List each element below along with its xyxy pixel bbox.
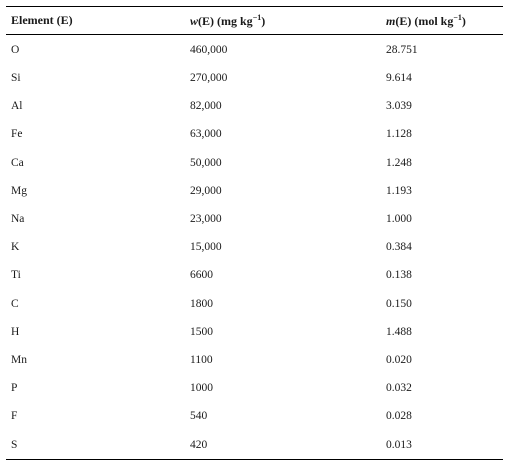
table-row: Ca 50,000 1.248 [6, 149, 503, 177]
header-element: Element (E) [6, 7, 180, 35]
element-abundance-table: Element (E) w(E) (mg kg−1) m(E) (mol kg−… [6, 6, 503, 460]
header-row: Element (E) w(E) (mg kg−1) m(E) (mol kg−… [6, 6, 503, 35]
cell-element: C [11, 297, 19, 310]
table-row: Ti 6600 0.138 [6, 261, 503, 289]
header-m-unit: (E) (mol kg [395, 13, 454, 28]
table-header: Element (E) w(E) (mg kg−1) m(E) (mol kg−… [6, 6, 503, 35]
cell-mass-fraction: 15,000 [190, 241, 222, 254]
cell-element: Mg [11, 184, 27, 197]
cell-mass-fraction: 1800 [190, 297, 213, 310]
cell-mass-fraction: 82,000 [190, 100, 222, 113]
cell-element: Si [11, 72, 21, 85]
table-row: H 1500 1.488 [6, 318, 503, 346]
cell-element: O [11, 43, 20, 56]
header-element-label: Element (E) [11, 13, 73, 27]
cell-molality: 0.028 [386, 410, 412, 423]
cell-element: Fe [11, 128, 23, 141]
header-mass-fraction: w(E) (mg kg−1) [180, 7, 376, 35]
cell-molality: 0.032 [386, 382, 412, 395]
cell-mass-fraction: 540 [190, 410, 208, 423]
table-body: O 460,000 28.751 Si 270,000 9.614 Al 82,000 3.03… [6, 35, 503, 460]
cell-element: S [11, 438, 18, 451]
table-row: Fe 63,000 1.128 [6, 120, 503, 148]
cell-element: Ca [11, 156, 24, 169]
cell-molality: 0.013 [386, 438, 412, 451]
table-row: Al 82,000 3.039 [6, 92, 503, 120]
cell-element: F [11, 410, 18, 423]
table-row: Mg 29,000 1.193 [6, 177, 503, 205]
cell-molality: 9.614 [386, 72, 412, 85]
cell-molality: 1.248 [386, 156, 412, 169]
table-row: F 540 0.028 [6, 402, 503, 430]
cell-element: Al [11, 100, 23, 113]
table-row: Na 23,000 1.000 [6, 205, 503, 233]
table-row: Mn 1100 0.020 [6, 346, 503, 374]
header-w-exponent: −1 [252, 12, 262, 22]
cell-mass-fraction: 6600 [190, 269, 213, 282]
header-molality: m(E) (mol kg−1) [376, 7, 503, 35]
cell-element: Mn [11, 353, 27, 366]
cell-molality: 28.751 [386, 43, 418, 56]
header-m-close: ) [461, 13, 466, 28]
cell-mass-fraction: 1500 [190, 325, 213, 338]
cell-mass-fraction: 460,000 [190, 43, 228, 56]
table-row: O 460,000 28.751 [6, 35, 503, 65]
table-row: K 15,000 0.384 [6, 233, 503, 261]
cell-molality: 3.039 [386, 100, 412, 113]
cell-mass-fraction: 50,000 [190, 156, 222, 169]
header-w-symbol: w [190, 13, 199, 28]
cell-mass-fraction: 270,000 [190, 72, 228, 85]
cell-molality: 1.128 [386, 128, 412, 141]
cell-mass-fraction: 63,000 [190, 128, 222, 141]
header-m-symbol: m [386, 13, 396, 28]
header-w-unit: (E) (mg kg [198, 13, 253, 28]
element-abundance-table-container: Element (E) w(E) (mg kg−1) m(E) (mol kg−… [6, 6, 503, 460]
header-m-exponent: −1 [453, 12, 462, 22]
table-row: Si 270,000 9.614 [6, 64, 503, 92]
cell-element: K [11, 241, 20, 254]
cell-mass-fraction: 23,000 [190, 213, 222, 226]
cell-molality: 0.138 [386, 269, 412, 282]
header-w-close: ) [261, 13, 266, 28]
cell-mass-fraction: 420 [190, 438, 208, 451]
cell-molality: 1.193 [386, 184, 412, 197]
table-row: S 420 0.013 [6, 430, 503, 460]
table-row: C 1800 0.150 [6, 290, 503, 318]
cell-molality: 0.384 [386, 241, 412, 254]
cell-element: Na [11, 213, 25, 226]
cell-element: Ti [11, 269, 21, 282]
cell-element: P [11, 382, 18, 395]
table-row: P 1000 0.032 [6, 374, 503, 402]
cell-element: H [11, 325, 20, 338]
cell-mass-fraction: 1100 [190, 353, 213, 366]
cell-molality: 1.000 [386, 213, 412, 226]
cell-mass-fraction: 29,000 [190, 184, 222, 197]
cell-molality: 0.150 [386, 297, 412, 310]
cell-molality: 1.488 [386, 325, 412, 338]
cell-molality: 0.020 [386, 353, 412, 366]
cell-mass-fraction: 1000 [190, 382, 213, 395]
